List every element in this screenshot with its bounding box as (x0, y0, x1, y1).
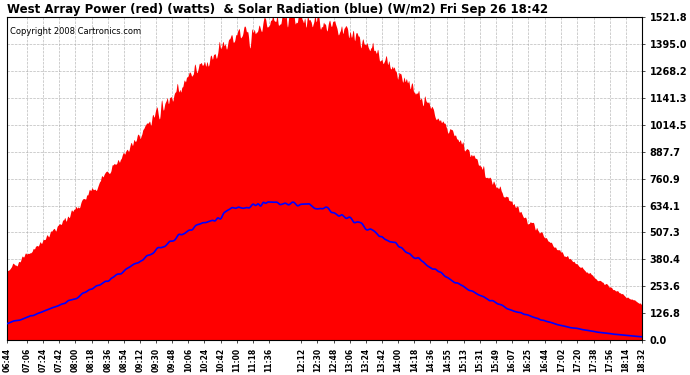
Text: West Array Power (red) (watts)  & Solar Radiation (blue) (W/m2) Fri Sep 26 18:42: West Array Power (red) (watts) & Solar R… (8, 3, 549, 16)
Text: Copyright 2008 Cartronics.com: Copyright 2008 Cartronics.com (10, 27, 141, 36)
